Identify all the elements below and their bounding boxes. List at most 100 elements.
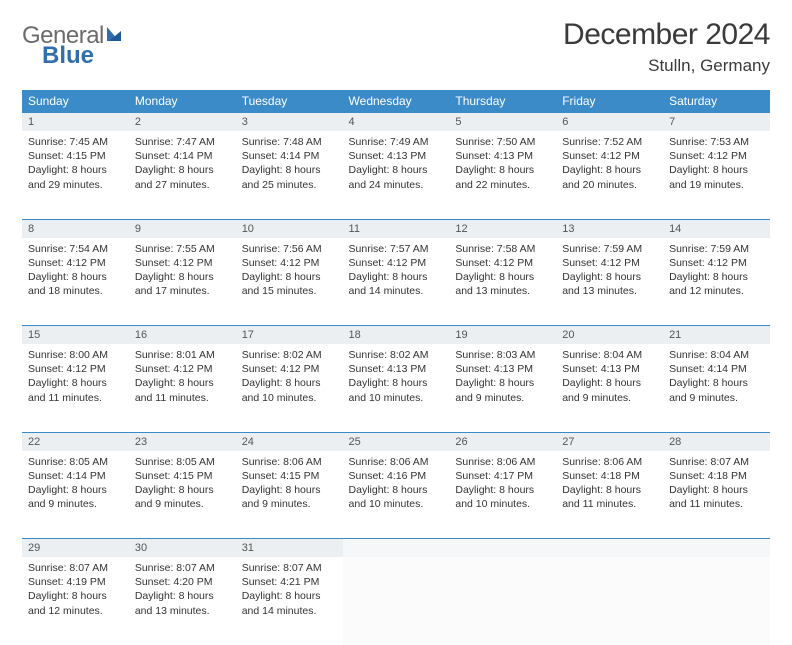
sunset-text: Sunset: 4:17 PM (455, 469, 550, 483)
sunrise-text: Sunrise: 8:07 AM (135, 561, 230, 575)
day-number-cell: 18 (343, 326, 450, 345)
day-number-cell: 12 (449, 219, 556, 238)
calendar-table: Sunday Monday Tuesday Wednesday Thursday… (22, 90, 770, 645)
sunset-text: Sunset: 4:13 PM (562, 362, 657, 376)
day-number-cell: 2 (129, 113, 236, 132)
sunrise-text: Sunrise: 7:50 AM (455, 135, 550, 149)
sunset-text: Sunset: 4:13 PM (455, 149, 550, 163)
sunset-text: Sunset: 4:12 PM (135, 256, 230, 270)
day-number-cell: 26 (449, 432, 556, 451)
daylight-text: Daylight: 8 hours and 14 minutes. (349, 270, 444, 298)
daylight-text: Daylight: 8 hours and 13 minutes. (135, 589, 230, 617)
sunset-text: Sunset: 4:13 PM (349, 362, 444, 376)
day-info-cell: Sunrise: 7:56 AMSunset: 4:12 PMDaylight:… (236, 238, 343, 326)
day-number-cell: 29 (22, 539, 129, 558)
weekday-header: Saturday (663, 90, 770, 113)
daylight-text: Daylight: 8 hours and 20 minutes. (562, 163, 657, 191)
day-info-cell: Sunrise: 8:06 AMSunset: 4:15 PMDaylight:… (236, 451, 343, 539)
day-info-cell: Sunrise: 8:04 AMSunset: 4:14 PMDaylight:… (663, 344, 770, 432)
sunset-text: Sunset: 4:12 PM (28, 256, 123, 270)
day-number-cell (449, 539, 556, 558)
day-info-cell: Sunrise: 8:07 AMSunset: 4:19 PMDaylight:… (22, 557, 129, 645)
day-number-cell: 11 (343, 219, 450, 238)
day-info-cell (449, 557, 556, 645)
day-number-cell (663, 539, 770, 558)
weekday-header: Sunday (22, 90, 129, 113)
sunrise-text: Sunrise: 8:00 AM (28, 348, 123, 362)
weekday-header: Monday (129, 90, 236, 113)
month-title: December 2024 (563, 18, 770, 52)
day-info-cell: Sunrise: 7:52 AMSunset: 4:12 PMDaylight:… (556, 131, 663, 219)
day-info-cell: Sunrise: 7:50 AMSunset: 4:13 PMDaylight:… (449, 131, 556, 219)
sunrise-text: Sunrise: 7:53 AM (669, 135, 764, 149)
sunrise-text: Sunrise: 8:01 AM (135, 348, 230, 362)
day-info-cell: Sunrise: 8:04 AMSunset: 4:13 PMDaylight:… (556, 344, 663, 432)
sunset-text: Sunset: 4:12 PM (669, 256, 764, 270)
sunrise-text: Sunrise: 7:59 AM (562, 242, 657, 256)
day-info-cell: Sunrise: 7:53 AMSunset: 4:12 PMDaylight:… (663, 131, 770, 219)
sunset-text: Sunset: 4:19 PM (28, 575, 123, 589)
daylight-text: Daylight: 8 hours and 10 minutes. (349, 376, 444, 404)
sunset-text: Sunset: 4:15 PM (135, 469, 230, 483)
day-info-cell: Sunrise: 8:06 AMSunset: 4:17 PMDaylight:… (449, 451, 556, 539)
daylight-text: Daylight: 8 hours and 11 minutes. (669, 483, 764, 511)
daylight-text: Daylight: 8 hours and 10 minutes. (455, 483, 550, 511)
daylight-text: Daylight: 8 hours and 24 minutes. (349, 163, 444, 191)
day-number-cell: 21 (663, 326, 770, 345)
sunset-text: Sunset: 4:13 PM (455, 362, 550, 376)
day-info-cell: Sunrise: 8:00 AMSunset: 4:12 PMDaylight:… (22, 344, 129, 432)
sunset-text: Sunset: 4:12 PM (28, 362, 123, 376)
day-number-cell (556, 539, 663, 558)
sunrise-text: Sunrise: 8:05 AM (28, 455, 123, 469)
sunrise-text: Sunrise: 7:49 AM (349, 135, 444, 149)
daylight-text: Daylight: 8 hours and 29 minutes. (28, 163, 123, 191)
day-number-cell: 30 (129, 539, 236, 558)
sunrise-text: Sunrise: 7:56 AM (242, 242, 337, 256)
daylight-text: Daylight: 8 hours and 25 minutes. (242, 163, 337, 191)
sunrise-text: Sunrise: 7:52 AM (562, 135, 657, 149)
day-info-row: Sunrise: 8:05 AMSunset: 4:14 PMDaylight:… (22, 451, 770, 539)
day-info-cell: Sunrise: 7:55 AMSunset: 4:12 PMDaylight:… (129, 238, 236, 326)
sunset-text: Sunset: 4:12 PM (669, 149, 764, 163)
day-number-cell: 7 (663, 113, 770, 132)
sunset-text: Sunset: 4:12 PM (135, 362, 230, 376)
sunset-text: Sunset: 4:15 PM (28, 149, 123, 163)
sunset-text: Sunset: 4:13 PM (349, 149, 444, 163)
day-info-row: Sunrise: 8:00 AMSunset: 4:12 PMDaylight:… (22, 344, 770, 432)
daylight-text: Daylight: 8 hours and 17 minutes. (135, 270, 230, 298)
daylight-text: Daylight: 8 hours and 27 minutes. (135, 163, 230, 191)
sunset-text: Sunset: 4:21 PM (242, 575, 337, 589)
day-info-cell: Sunrise: 7:57 AMSunset: 4:12 PMDaylight:… (343, 238, 450, 326)
title-block: December 2024 Stulln, Germany (563, 18, 770, 76)
page-header: General Blue December 2024 Stulln, Germa… (22, 18, 770, 76)
day-info-row: Sunrise: 7:54 AMSunset: 4:12 PMDaylight:… (22, 238, 770, 326)
weekday-header-row: Sunday Monday Tuesday Wednesday Thursday… (22, 90, 770, 113)
sunset-text: Sunset: 4:12 PM (562, 149, 657, 163)
day-number-cell: 24 (236, 432, 343, 451)
day-number-cell: 14 (663, 219, 770, 238)
daylight-text: Daylight: 8 hours and 9 minutes. (242, 483, 337, 511)
day-number-cell: 1 (22, 113, 129, 132)
sunrise-text: Sunrise: 8:07 AM (28, 561, 123, 575)
sunrise-text: Sunrise: 8:04 AM (669, 348, 764, 362)
sunset-text: Sunset: 4:18 PM (669, 469, 764, 483)
sunset-text: Sunset: 4:16 PM (349, 469, 444, 483)
day-number-cell: 9 (129, 219, 236, 238)
daylight-text: Daylight: 8 hours and 15 minutes. (242, 270, 337, 298)
day-number-cell: 5 (449, 113, 556, 132)
sunrise-text: Sunrise: 8:06 AM (242, 455, 337, 469)
sunrise-text: Sunrise: 8:06 AM (455, 455, 550, 469)
sunrise-text: Sunrise: 7:47 AM (135, 135, 230, 149)
day-info-cell: Sunrise: 8:03 AMSunset: 4:13 PMDaylight:… (449, 344, 556, 432)
day-info-cell: Sunrise: 8:06 AMSunset: 4:16 PMDaylight:… (343, 451, 450, 539)
day-number-row: 22232425262728 (22, 432, 770, 451)
sunrise-text: Sunrise: 8:02 AM (242, 348, 337, 362)
day-number-cell (343, 539, 450, 558)
sunset-text: Sunset: 4:12 PM (242, 256, 337, 270)
daylight-text: Daylight: 8 hours and 10 minutes. (242, 376, 337, 404)
daylight-text: Daylight: 8 hours and 12 minutes. (669, 270, 764, 298)
day-number-cell: 13 (556, 219, 663, 238)
daylight-text: Daylight: 8 hours and 11 minutes. (562, 483, 657, 511)
day-number-cell: 16 (129, 326, 236, 345)
daylight-text: Daylight: 8 hours and 12 minutes. (28, 589, 123, 617)
